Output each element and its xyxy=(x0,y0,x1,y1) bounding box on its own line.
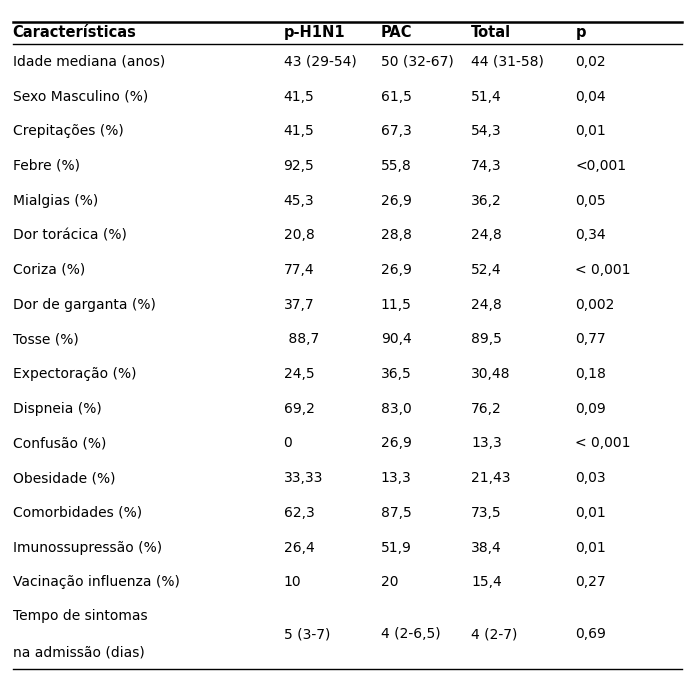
Text: 36,5: 36,5 xyxy=(381,367,411,381)
Text: 26,9: 26,9 xyxy=(381,194,411,207)
Text: Tosse (%): Tosse (%) xyxy=(13,332,79,346)
Text: 36,2: 36,2 xyxy=(471,194,502,207)
Text: Crepitações (%): Crepitações (%) xyxy=(13,124,123,138)
Text: 45,3: 45,3 xyxy=(284,194,314,207)
Text: Idade mediana (anos): Idade mediana (anos) xyxy=(13,55,165,69)
Text: 0,69: 0,69 xyxy=(575,627,606,642)
Text: Confusão (%): Confusão (%) xyxy=(13,436,106,451)
Text: 62,3: 62,3 xyxy=(284,506,314,520)
Text: 13,3: 13,3 xyxy=(471,436,502,451)
Text: 44 (31-58): 44 (31-58) xyxy=(471,55,544,69)
Text: 51,4: 51,4 xyxy=(471,90,502,103)
Text: Tempo de sintomas: Tempo de sintomas xyxy=(13,609,147,623)
Text: 0,34: 0,34 xyxy=(575,228,606,242)
Text: 0,04: 0,04 xyxy=(575,90,606,103)
Text: 50 (32-67): 50 (32-67) xyxy=(381,55,454,69)
Text: 41,5: 41,5 xyxy=(284,124,314,138)
Text: 21,43: 21,43 xyxy=(471,471,511,485)
Text: 92,5: 92,5 xyxy=(284,159,314,173)
Text: 20,8: 20,8 xyxy=(284,228,314,242)
Text: 76,2: 76,2 xyxy=(471,402,502,416)
Text: 0,09: 0,09 xyxy=(575,402,606,416)
Text: 24,8: 24,8 xyxy=(471,228,502,242)
Text: <0,001: <0,001 xyxy=(575,159,627,173)
Text: 10: 10 xyxy=(284,575,301,589)
Text: 0,18: 0,18 xyxy=(575,367,606,381)
Text: Características: Características xyxy=(13,25,136,40)
Text: 4 (2-6,5): 4 (2-6,5) xyxy=(381,627,441,642)
Text: Comorbidades (%): Comorbidades (%) xyxy=(13,506,142,520)
Text: 88,7: 88,7 xyxy=(284,332,319,346)
Text: 33,33: 33,33 xyxy=(284,471,323,485)
Text: 30,48: 30,48 xyxy=(471,367,511,381)
Text: 26,9: 26,9 xyxy=(381,436,411,451)
Text: 41,5: 41,5 xyxy=(284,90,314,103)
Text: PAC: PAC xyxy=(381,25,412,40)
Text: 15,4: 15,4 xyxy=(471,575,502,589)
Text: 51,9: 51,9 xyxy=(381,540,411,555)
Text: 20: 20 xyxy=(381,575,398,589)
Text: 0,03: 0,03 xyxy=(575,471,606,485)
Text: 11,5: 11,5 xyxy=(381,298,411,312)
Text: Imunossupressão (%): Imunossupressão (%) xyxy=(13,540,162,555)
Text: 52,4: 52,4 xyxy=(471,263,502,277)
Text: 73,5: 73,5 xyxy=(471,506,502,520)
Text: Dor torácica (%): Dor torácica (%) xyxy=(13,228,126,242)
Text: 43 (29-54): 43 (29-54) xyxy=(284,55,357,69)
Text: 0,01: 0,01 xyxy=(575,540,606,555)
Text: 77,4: 77,4 xyxy=(284,263,314,277)
Text: 54,3: 54,3 xyxy=(471,124,502,138)
Text: Dispneia (%): Dispneia (%) xyxy=(13,402,101,416)
Text: p-H1N1: p-H1N1 xyxy=(284,25,345,40)
Text: Febre (%): Febre (%) xyxy=(13,159,79,173)
Text: 89,5: 89,5 xyxy=(471,332,502,346)
Text: 5 (3-7): 5 (3-7) xyxy=(284,627,330,642)
Text: 4 (2-7): 4 (2-7) xyxy=(471,627,518,642)
Text: Coriza (%): Coriza (%) xyxy=(13,263,85,277)
Text: Obesidade (%): Obesidade (%) xyxy=(13,471,115,485)
Text: 0,02: 0,02 xyxy=(575,55,606,69)
Text: 61,5: 61,5 xyxy=(381,90,411,103)
Text: 0,01: 0,01 xyxy=(575,124,606,138)
Text: 0,002: 0,002 xyxy=(575,298,615,312)
Text: Expectoração (%): Expectoração (%) xyxy=(13,367,136,381)
Text: 55,8: 55,8 xyxy=(381,159,411,173)
Text: Mialgias (%): Mialgias (%) xyxy=(13,194,98,207)
Text: 24,5: 24,5 xyxy=(284,367,314,381)
Text: Sexo Masculino (%): Sexo Masculino (%) xyxy=(13,90,148,103)
Text: 0,27: 0,27 xyxy=(575,575,606,589)
Text: Total: Total xyxy=(471,25,512,40)
Text: 26,9: 26,9 xyxy=(381,263,411,277)
Text: < 0,001: < 0,001 xyxy=(575,263,631,277)
Text: 37,7: 37,7 xyxy=(284,298,314,312)
Text: 28,8: 28,8 xyxy=(381,228,411,242)
Text: 74,3: 74,3 xyxy=(471,159,502,173)
Text: 0: 0 xyxy=(284,436,293,451)
Text: 24,8: 24,8 xyxy=(471,298,502,312)
Text: 83,0: 83,0 xyxy=(381,402,411,416)
Text: Dor de garganta (%): Dor de garganta (%) xyxy=(13,298,156,312)
Text: na admissão (dias): na admissão (dias) xyxy=(13,645,145,659)
Text: 0,01: 0,01 xyxy=(575,506,606,520)
Text: 67,3: 67,3 xyxy=(381,124,411,138)
Text: 87,5: 87,5 xyxy=(381,506,411,520)
Text: Vacinação influenza (%): Vacinação influenza (%) xyxy=(13,575,179,589)
Text: 26,4: 26,4 xyxy=(284,540,314,555)
Text: < 0,001: < 0,001 xyxy=(575,436,631,451)
Text: 0,77: 0,77 xyxy=(575,332,606,346)
Text: 90,4: 90,4 xyxy=(381,332,411,346)
Text: 13,3: 13,3 xyxy=(381,471,411,485)
Text: 69,2: 69,2 xyxy=(284,402,314,416)
Text: 0,05: 0,05 xyxy=(575,194,606,207)
Text: p: p xyxy=(575,25,586,40)
Text: 38,4: 38,4 xyxy=(471,540,502,555)
